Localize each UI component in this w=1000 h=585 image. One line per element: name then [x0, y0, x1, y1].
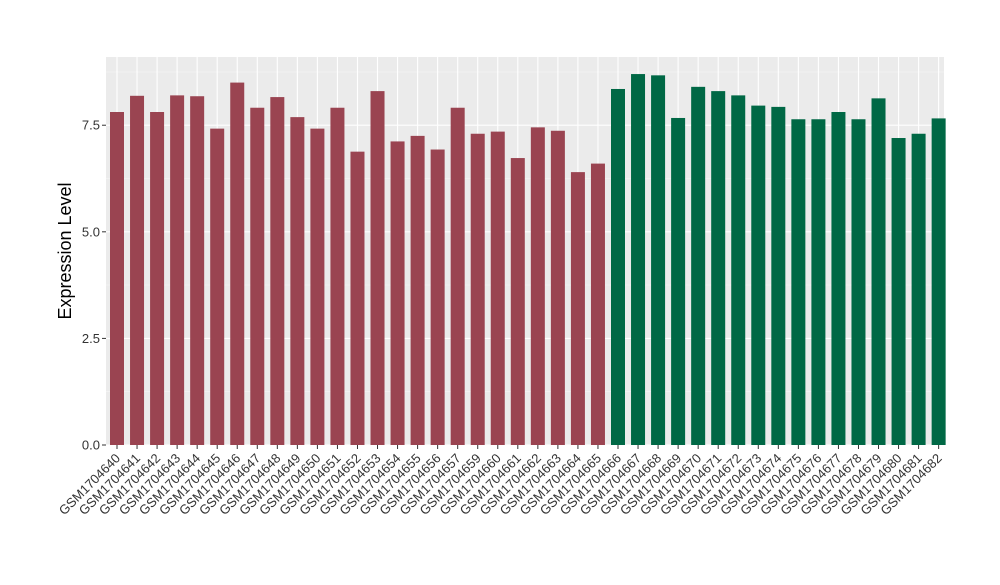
bar: [811, 119, 826, 445]
bar: [570, 172, 585, 445]
bar: [490, 131, 505, 445]
bar: [751, 105, 766, 445]
y-tick-label: 7.5: [82, 118, 100, 133]
bar: [250, 107, 265, 445]
y-tick-label: 5.0: [82, 224, 100, 239]
bar: [530, 127, 545, 445]
bar: [931, 118, 946, 446]
bar: [410, 135, 425, 445]
bar: [150, 112, 165, 445]
bar: [390, 141, 405, 445]
bar: [911, 133, 926, 445]
bar: [891, 138, 906, 445]
bar: [651, 75, 666, 445]
x-axis: GSM1704640GSM1704641GSM1704642GSM1704643…: [56, 445, 945, 518]
bar: [791, 119, 806, 445]
bar: [631, 74, 646, 446]
bar: [550, 130, 565, 445]
bar: [130, 95, 145, 446]
bar: [170, 95, 185, 445]
y-tick-label: 2.5: [82, 331, 100, 346]
bar: [731, 95, 746, 445]
bar: [290, 117, 305, 445]
bar: [671, 117, 686, 445]
bar: [590, 163, 605, 446]
bar: [450, 107, 465, 445]
bar: [330, 107, 345, 445]
bar: [350, 151, 365, 445]
bar: [430, 149, 445, 445]
bar: [310, 128, 325, 445]
bar: [691, 86, 706, 445]
bar: [110, 112, 124, 445]
bar: [190, 96, 205, 445]
bar: [510, 158, 525, 446]
y-axis-label: Expression Level: [55, 182, 75, 319]
bar: [470, 133, 485, 445]
bar: [210, 128, 225, 445]
bar: [831, 112, 846, 445]
y-tick-label: 0.0: [82, 438, 100, 453]
bars: [110, 74, 946, 446]
bar: [711, 91, 726, 445]
bar: [771, 106, 786, 445]
bar: [611, 88, 625, 445]
bar: [851, 119, 866, 445]
bar: [270, 97, 285, 445]
y-axis: 0.0 2.5 5.0 7.5: [82, 118, 106, 453]
bar: [871, 98, 886, 445]
bar: [370, 91, 385, 445]
bar: [230, 82, 245, 445]
